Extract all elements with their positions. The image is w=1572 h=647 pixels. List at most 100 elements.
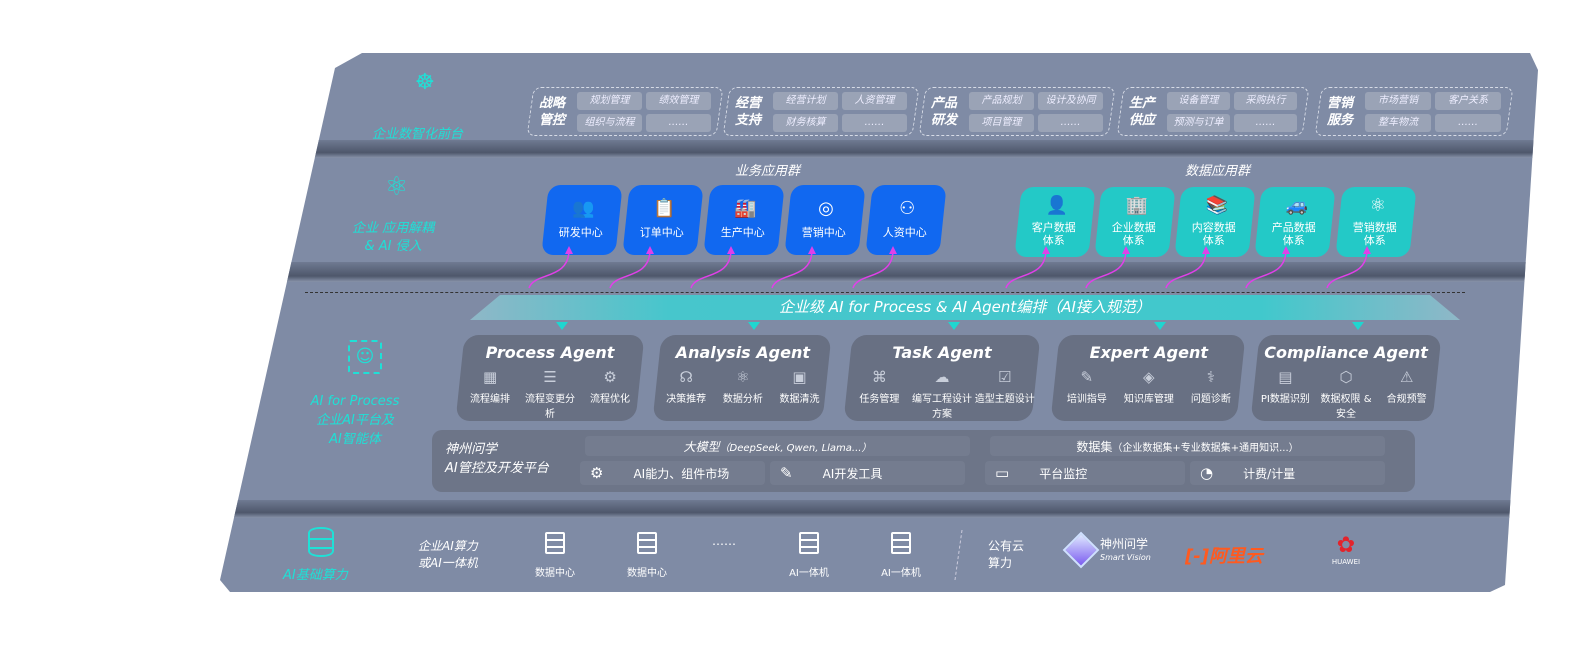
agent-capability[interactable]: ⚛ 数据分析	[715, 368, 771, 405]
server-label: 数据中心	[627, 568, 667, 579]
diagnosis-icon: ⚕	[1206, 368, 1215, 386]
enterprise-compute-label: 企业AI算力 或AI一体机	[418, 538, 478, 572]
agent-capability[interactable]: ⚠ 合规预警	[1377, 368, 1437, 420]
dev-platform-title-line: 神州问学	[445, 442, 498, 457]
dev-platform-title-line: AI管控及开发平台	[445, 461, 549, 476]
connector-arrow	[771, 249, 813, 289]
arrow-head	[1122, 246, 1130, 254]
capability-label: 编写工程设计方案	[912, 394, 973, 420]
vendor-aliyun: [-]阿里云	[1185, 542, 1263, 568]
flow-chart-icon: ▦	[482, 368, 498, 386]
agent-title: Analysis Agent	[675, 343, 810, 362]
agent-capability[interactable]: ⚙ 流程优化	[580, 368, 639, 420]
public-cloud-line: 公有云	[988, 539, 1025, 553]
huawei-logo-icon: ✿	[1336, 533, 1356, 558]
arrow-head	[808, 246, 816, 254]
down-arrow-icon	[1154, 322, 1166, 330]
arrow-head	[889, 246, 897, 254]
brain-icon: ☸	[415, 70, 435, 95]
connector-arrow	[1005, 249, 1047, 289]
agent-card[interactable]: Task Agent ⌘ 任务管理 ☁ 编写工程设计方案 ☑ 造型主题设计	[843, 335, 1041, 421]
agent-card[interactable]: Process Agent ▦ 流程编排 ☰ 流程变更分析 ⚙ 流程优化	[455, 335, 645, 421]
public-cloud-label: 公有云 算力	[988, 538, 1024, 572]
agent-capability[interactable]: ☁ 编写工程设计方案	[911, 368, 973, 420]
agent-capability[interactable]: ⌘ 任务管理	[848, 368, 910, 420]
agent-title: Task Agent	[892, 343, 992, 362]
front-label: 企业数智化前台	[372, 127, 464, 142]
compute-node: 数据中心	[530, 532, 580, 579]
tool-label: AI开发工具	[822, 466, 883, 481]
vendor-name: 阿里云	[1208, 546, 1263, 567]
connector-arrows	[528, 246, 1371, 289]
agent-card[interactable]: Expert Agent ✎ 培训指导 ◈ 知识库管理 ⚕ 问题诊断	[1050, 335, 1246, 421]
capability-label: 流程变更分析	[525, 394, 576, 420]
agent-card[interactable]: Analysis Agent ☊ 决策推荐 ⚛ 数据分析 ▣ 数据清洗	[652, 335, 832, 421]
capability-label: 流程编排	[470, 394, 511, 405]
agent-capability[interactable]: ⚕ 问题诊断	[1180, 368, 1241, 405]
platform-tool[interactable]: ⚙ AI能力、组件市场	[580, 461, 765, 485]
connector-arrow	[528, 249, 570, 289]
optimize-icon: ⚙	[603, 368, 617, 386]
agent-title: Compliance Agent	[1264, 343, 1428, 362]
capability-label: 培训指导	[1066, 394, 1107, 405]
cleaning-icon: ▣	[792, 368, 807, 386]
dashed-divider	[305, 292, 1465, 293]
public-cloud-line: 算力	[988, 556, 1013, 570]
list-icon: ☰	[543, 368, 557, 386]
capability-label: 流程优化	[590, 394, 631, 405]
head-icon: ☊	[679, 368, 693, 386]
arrow-head	[1363, 246, 1371, 254]
capability-label: 数据分析	[722, 394, 763, 405]
down-arrow-icon	[1352, 322, 1364, 330]
atom-icon: ⚛	[736, 368, 750, 386]
platform-tool[interactable]: ◔ 计费/计量	[1190, 461, 1385, 485]
agent-capability[interactable]: ▣ 数据清洗	[771, 368, 827, 405]
cloud-icon: ☁	[934, 368, 950, 386]
shield-icon: ⬡	[1339, 368, 1353, 386]
arrow-head	[727, 246, 735, 254]
down-arrow-icon	[556, 322, 568, 330]
capability-label: 数据清洗	[779, 394, 820, 405]
dev-platform-title: 神州问学 AI管控及开发平台	[445, 440, 549, 478]
vendor-huawei: ✿ HUAWEI	[1330, 533, 1362, 567]
orchestration-banner: 企业级 AI for Process & AI Agent编排（AI接入规范）	[470, 295, 1460, 320]
vendor-name: HUAWEI	[1331, 558, 1361, 566]
network-icon: ⌘	[871, 368, 887, 386]
connector-arrow	[690, 249, 732, 289]
vendor-smart-vision: 神州问学 Smart Vision	[1100, 538, 1151, 564]
agent-capability[interactable]: ▤ PI数据识别	[1255, 368, 1315, 420]
platform-label: AI for Process 企业AI平台及 AI智能体	[300, 392, 410, 449]
molecule-icon: ⚛	[385, 172, 409, 202]
arrow-head	[565, 246, 573, 254]
agent-title: Process Agent	[485, 343, 615, 362]
agent-capability[interactable]: ▦ 流程编排	[460, 368, 519, 420]
agent-card[interactable]: Compliance Agent ▤ PI数据识别 ⬡ 数据权限 & 安全 ⚠ 合规预警	[1250, 335, 1442, 421]
capability-label: 知识库管理	[1123, 394, 1174, 405]
platform-tool[interactable]: ▭ 平台监控	[985, 461, 1185, 485]
platform-label-line: AI for Process	[310, 394, 400, 409]
agent-capability[interactable]: ☰ 流程变更分析	[520, 368, 579, 420]
apps-label-line: 企业 应用解耦	[352, 221, 435, 236]
connector-arrow	[1245, 249, 1287, 289]
model-note: （DeepSeek, Qwen, Llama...）	[719, 442, 872, 454]
dataset-bar: 数据集 （企业数据集+专业数据集+通用知识...）	[990, 436, 1385, 456]
tool-label: AI能力、组件市场	[633, 466, 730, 481]
agent-capability[interactable]: ⬡ 数据权限 & 安全	[1316, 368, 1376, 420]
dev-tool-icon: ✎	[780, 464, 793, 482]
apps-label-line: & AI 侵入	[364, 239, 422, 254]
platform-label-line: AI智能体	[329, 432, 381, 447]
down-arrow-icon	[748, 322, 760, 330]
tool-label: 计费/计量	[1243, 466, 1296, 481]
agent-capability[interactable]: ☑ 造型主题设计	[974, 368, 1036, 420]
arrow-head	[1042, 246, 1050, 254]
connector-arrow	[1326, 249, 1368, 289]
market-icon: ⚙	[590, 464, 604, 482]
platform-tool[interactable]: ✎ AI开发工具	[770, 461, 965, 485]
agent-capability[interactable]: ◈ 知识库管理	[1118, 368, 1179, 405]
dataset-title: 数据集	[1076, 439, 1113, 454]
dataset-note: （企业数据集+专业数据集+通用知识...）	[1112, 442, 1299, 454]
agent-capability[interactable]: ✎ 培训指导	[1056, 368, 1117, 405]
agent-capability[interactable]: ☊ 决策推荐	[658, 368, 714, 405]
apps-label: 企业 应用解耦 & AI 侵入	[352, 220, 434, 256]
compute-node: AI一体机	[784, 532, 834, 579]
